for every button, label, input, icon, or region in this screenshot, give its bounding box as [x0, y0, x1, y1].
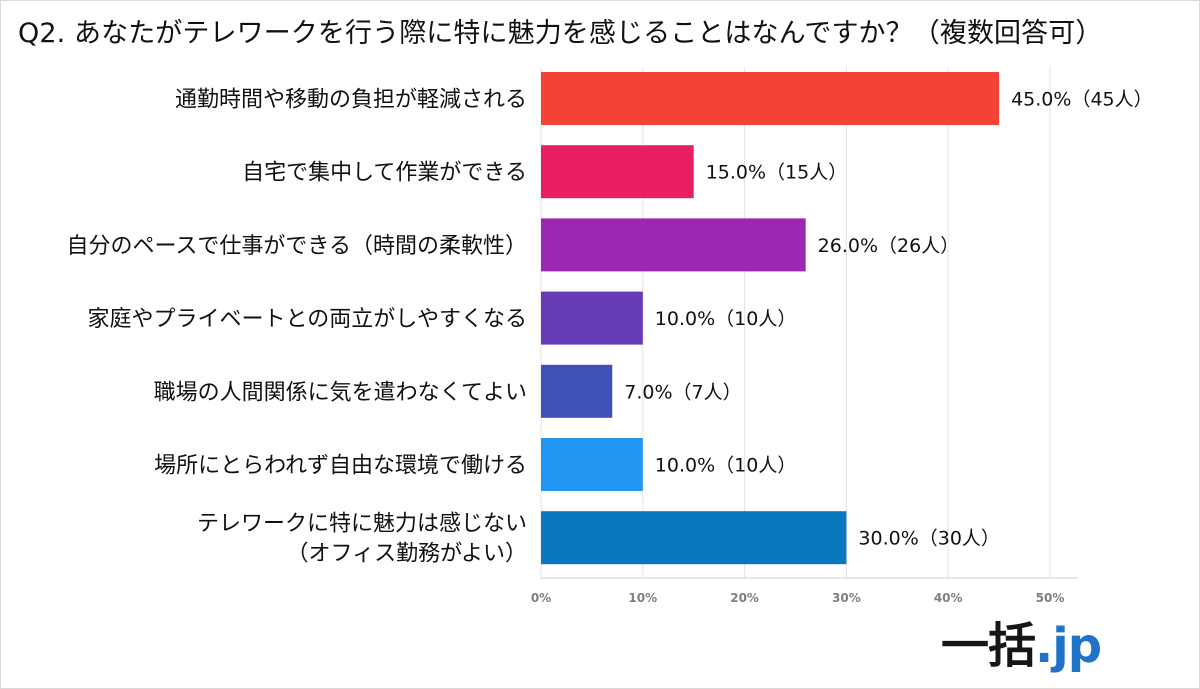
x-tick-label: 10%	[628, 591, 657, 605]
data-label: 15.0%（15人）	[706, 162, 848, 184]
data-label: 30.0%（30人）	[858, 528, 1000, 550]
x-tick-label: 0%	[531, 591, 551, 605]
data-label: 7.0%（7人）	[624, 381, 741, 403]
x-tick-label: 20%	[730, 591, 759, 605]
category-label-line: 自宅で集中して作業ができる	[242, 161, 527, 186]
logo-main-text: 一括	[941, 618, 1036, 674]
category-label: 職場の人間関係に気を遣わなくてよい	[154, 380, 527, 405]
x-tick-label: 30%	[832, 591, 861, 605]
x-tick-label: 50%	[1036, 591, 1065, 605]
x-tick-label: 40%	[934, 591, 963, 605]
category-label-line: 自分のペースで仕事ができる（時間の柔軟性）	[67, 234, 527, 259]
chart-title: Q2. あなたがテレワークを行う際に特に魅力を感じることはなんですか？（複数回答…	[18, 18, 1103, 49]
category-label-line: テレワークに特に魅力は感じない	[197, 512, 527, 537]
category-label: 家庭やプライベートとの両立がしやすくなる	[87, 307, 527, 332]
category-label: 場所にとらわれず自由な環境で働ける	[154, 454, 527, 479]
ikkatsu-jp-logo: 一括.jp	[941, 617, 1131, 675]
category-label-line: 職場の人間関係に気を遣わなくてよい	[154, 380, 527, 405]
data-label: 45.0%（45人）	[1011, 89, 1153, 111]
data-label: 26.0%（26人）	[818, 235, 960, 257]
category-label: 自宅で集中して作業ができる	[242, 161, 527, 186]
data-label: 10.0%（10人）	[655, 308, 797, 330]
category-label-line: 家庭やプライベートとの両立がしやすくなる	[87, 307, 527, 332]
bar	[541, 145, 694, 199]
bar	[541, 72, 1000, 125]
bar	[541, 438, 643, 491]
data-label: 10.0%（10人）	[655, 455, 797, 477]
category-label: 通勤時間や移動の負担が軽減される	[175, 88, 527, 113]
category-label: テレワークに特に魅力は感じない （オフィス勤務がよい）	[197, 512, 527, 567]
category-label: 自分のペースで仕事ができる（時間の柔軟性）	[67, 234, 527, 259]
category-label-line: （オフィス勤務がよい）	[287, 542, 527, 567]
bar	[541, 218, 806, 272]
category-label-line: 場所にとらわれず自由な環境で働ける	[154, 454, 527, 479]
bar	[541, 364, 613, 418]
bar	[541, 511, 847, 565]
category-label-line: 通勤時間や移動の負担が軽減される	[175, 88, 527, 113]
logo-accent-text: .jp	[1035, 618, 1102, 674]
bar	[541, 291, 643, 345]
